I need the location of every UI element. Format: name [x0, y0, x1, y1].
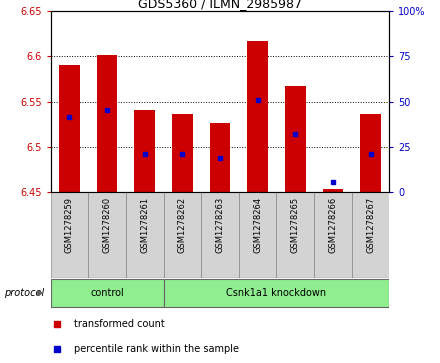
Bar	[239, 192, 276, 278]
Text: percentile rank within the sample: percentile rank within the sample	[74, 344, 239, 354]
Bar	[314, 192, 352, 278]
Text: GSM1278263: GSM1278263	[216, 197, 224, 253]
Bar	[134, 110, 155, 192]
Text: GSM1278266: GSM1278266	[328, 197, 337, 253]
Bar	[126, 192, 164, 278]
Text: GSM1278262: GSM1278262	[178, 197, 187, 253]
Bar	[352, 192, 389, 278]
Bar	[59, 65, 80, 192]
Bar	[88, 192, 126, 278]
Bar	[209, 123, 231, 192]
Bar	[51, 279, 164, 307]
Text: GSM1278261: GSM1278261	[140, 197, 149, 253]
Text: control: control	[90, 288, 124, 298]
Bar	[164, 279, 389, 307]
Text: protocol: protocol	[4, 287, 44, 298]
Bar	[247, 41, 268, 192]
Bar	[360, 114, 381, 192]
Text: transformed count: transformed count	[74, 319, 165, 329]
Bar	[97, 56, 117, 192]
Title: GDS5360 / ILMN_2985987: GDS5360 / ILMN_2985987	[138, 0, 302, 10]
Text: GSM1278259: GSM1278259	[65, 197, 74, 253]
Bar	[201, 192, 239, 278]
Text: GSM1278267: GSM1278267	[366, 197, 375, 253]
Bar	[51, 192, 88, 278]
Text: GSM1278264: GSM1278264	[253, 197, 262, 253]
Text: Csnk1a1 knockdown: Csnk1a1 knockdown	[227, 288, 326, 298]
Bar	[164, 192, 201, 278]
Text: GSM1278260: GSM1278260	[103, 197, 112, 253]
Bar	[276, 192, 314, 278]
Bar	[285, 86, 306, 192]
Bar	[323, 189, 343, 192]
Bar	[172, 114, 193, 192]
Text: GSM1278265: GSM1278265	[291, 197, 300, 253]
